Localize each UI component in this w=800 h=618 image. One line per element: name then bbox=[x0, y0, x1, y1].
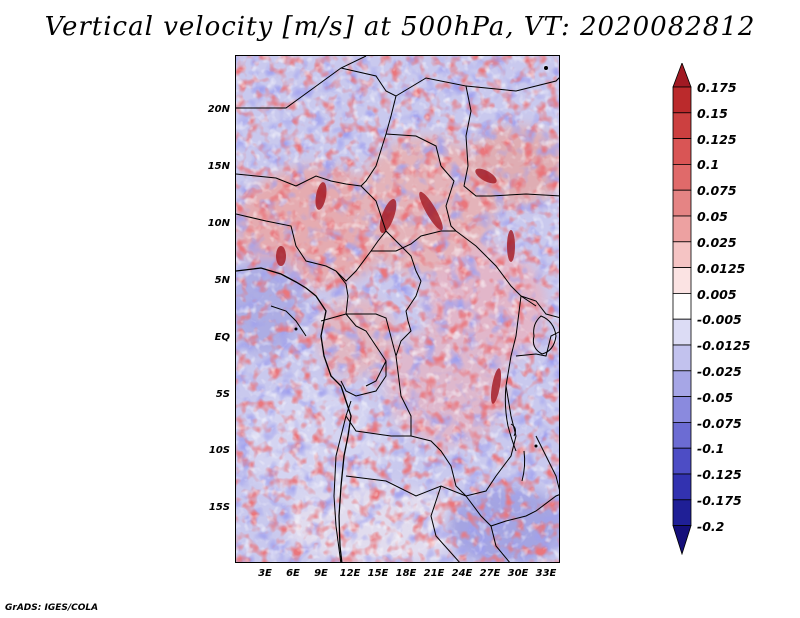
colorbar-segment bbox=[672, 63, 692, 88]
lon-label-33e: 33E bbox=[535, 568, 557, 579]
colorbar bbox=[672, 63, 692, 555]
colorbar-segment bbox=[672, 344, 692, 372]
colorbar-label: 0.125 bbox=[697, 132, 737, 147]
grads-credit: GrADS: IGES/COLA bbox=[5, 603, 99, 613]
colorbar-segment bbox=[672, 396, 692, 423]
lon-label-9e: 9E bbox=[314, 568, 328, 579]
colorbar-label: 0.075 bbox=[697, 183, 737, 198]
colorbar-label: 0.175 bbox=[697, 80, 737, 95]
colorbar-label: -0.175 bbox=[697, 493, 742, 508]
colorbar-label: -0.005 bbox=[697, 312, 742, 327]
colorbar-segment bbox=[672, 241, 692, 269]
lon-label-12e: 12E bbox=[339, 568, 361, 579]
map-plot-area bbox=[235, 55, 560, 563]
colorbar-segment bbox=[672, 138, 692, 165]
lon-label-6e: 6E bbox=[286, 568, 300, 579]
lat-label-5n: 5N bbox=[214, 275, 230, 286]
lon-label-30e: 30E bbox=[507, 568, 529, 579]
colorbar-segment bbox=[672, 112, 692, 139]
colorbar-label: -0.075 bbox=[697, 416, 742, 431]
lon-label-3e: 3E bbox=[258, 568, 272, 579]
colorbar-label: 0.0125 bbox=[697, 261, 746, 276]
lon-label-24e: 24E bbox=[451, 568, 473, 579]
lat-label-10n: 10N bbox=[207, 218, 230, 229]
colorbar-label: 0.025 bbox=[697, 235, 737, 250]
lon-label-27e: 27E bbox=[479, 568, 501, 579]
colorbar-segment bbox=[672, 473, 692, 501]
colorbar-segment bbox=[672, 370, 692, 397]
colorbar-segment bbox=[672, 267, 692, 294]
colorbar-segment bbox=[672, 447, 692, 475]
lat-label-15s: 15S bbox=[208, 502, 230, 513]
colorbar-label: 0.15 bbox=[697, 106, 728, 121]
vertical-velocity-field bbox=[236, 56, 559, 562]
colorbar-label: -0.1 bbox=[697, 441, 725, 456]
colorbar-segment bbox=[672, 421, 692, 449]
lat-label-15n: 15N bbox=[207, 161, 230, 172]
lon-label-15e: 15E bbox=[367, 568, 389, 579]
colorbar-label: -0.025 bbox=[697, 364, 742, 379]
colorbar-segment bbox=[672, 318, 692, 346]
colorbar-label: -0.0125 bbox=[697, 338, 751, 353]
colorbar-label: 0.005 bbox=[697, 287, 737, 302]
colorbar-label: 0.05 bbox=[697, 209, 728, 224]
lon-label-18e: 18E bbox=[395, 568, 417, 579]
map-title: Vertical velocity [m/s] at 500hPa, VT: 2… bbox=[44, 12, 756, 42]
colorbar-segment bbox=[672, 86, 692, 114]
colorbar-segment bbox=[672, 215, 692, 243]
lat-label-10s: 10S bbox=[208, 445, 230, 456]
colorbar-label: 0.1 bbox=[697, 157, 720, 172]
lat-label-eq: EQ bbox=[214, 332, 230, 343]
lat-label-20n: 20N bbox=[207, 104, 230, 115]
colorbar-segment bbox=[672, 499, 692, 526]
lat-label-5s: 5S bbox=[215, 389, 230, 400]
colorbar-label: -0.125 bbox=[697, 467, 742, 482]
colorbar-label: -0.2 bbox=[697, 519, 725, 534]
colorbar-segment bbox=[672, 525, 692, 555]
lon-label-21e: 21E bbox=[423, 568, 445, 579]
colorbar-segment bbox=[672, 292, 692, 320]
colorbar-segment bbox=[672, 164, 692, 191]
colorbar-label: -0.05 bbox=[697, 390, 734, 405]
colorbar-segment bbox=[672, 189, 692, 217]
